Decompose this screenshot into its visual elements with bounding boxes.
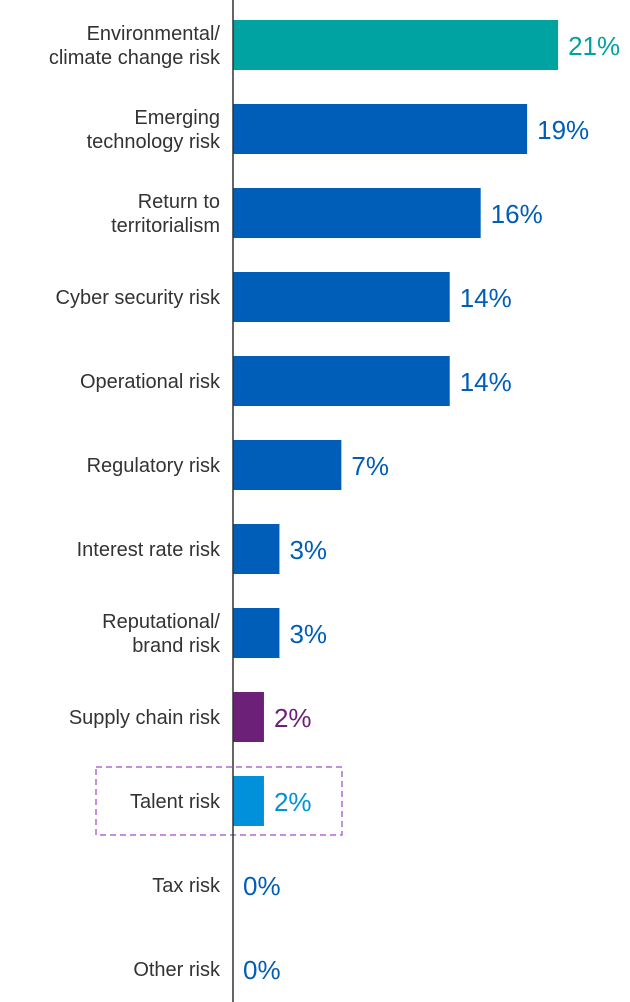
bar xyxy=(233,440,342,490)
bar xyxy=(233,524,280,574)
category-label: Operational risk xyxy=(80,371,221,393)
bar xyxy=(233,356,450,406)
bar xyxy=(233,104,528,154)
category-label: Talent risk xyxy=(130,791,221,813)
value-label: 3% xyxy=(289,619,327,649)
category-label: Environmental/climate change risk xyxy=(49,23,221,69)
value-label: 21% xyxy=(568,31,620,61)
value-label: 0% xyxy=(243,955,281,985)
labels-layer: Environmental/climate change risk 21% Emer… xyxy=(49,23,620,985)
value-label: 19% xyxy=(537,115,589,145)
category-label: Regulatory risk xyxy=(87,455,221,477)
bars-layer xyxy=(233,20,559,826)
value-label: 3% xyxy=(289,535,327,565)
category-label: Tax risk xyxy=(152,875,221,897)
highlight-box xyxy=(95,766,343,836)
category-label: Reputational/brand risk xyxy=(102,611,221,657)
value-label: 16% xyxy=(491,199,543,229)
value-label: 2% xyxy=(274,787,312,817)
category-label: Other risk xyxy=(133,959,221,981)
value-label: 0% xyxy=(243,871,281,901)
bar xyxy=(233,608,280,658)
highlight-layer xyxy=(95,766,343,836)
bar xyxy=(233,188,481,238)
bar xyxy=(233,20,559,70)
bar xyxy=(233,272,450,322)
category-label: Interest rate risk xyxy=(77,539,221,561)
category-label: Supply chain risk xyxy=(69,707,221,729)
category-label: Emerging technology risk xyxy=(87,107,221,153)
category-label: Return to territorialism xyxy=(111,191,220,237)
bar xyxy=(233,692,264,742)
value-label: 14% xyxy=(460,367,512,397)
value-label: 14% xyxy=(460,283,512,313)
value-label: 2% xyxy=(274,703,312,733)
category-label: Cyber security risk xyxy=(56,287,221,309)
value-label: 7% xyxy=(351,451,389,481)
bar xyxy=(233,776,264,826)
